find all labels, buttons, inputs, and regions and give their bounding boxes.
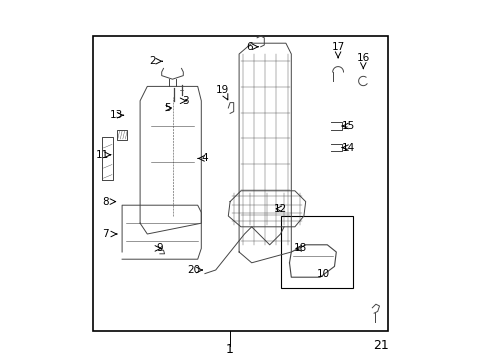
- Text: 12: 12: [273, 204, 286, 214]
- Bar: [93, 36, 387, 331]
- Text: 17: 17: [331, 42, 344, 52]
- Text: 1: 1: [225, 343, 234, 356]
- Text: 13: 13: [110, 110, 123, 120]
- Text: 8: 8: [102, 197, 109, 207]
- Text: 5: 5: [163, 103, 170, 113]
- Text: 14: 14: [342, 143, 355, 153]
- Text: 4: 4: [201, 153, 208, 163]
- Text: 7: 7: [102, 229, 109, 239]
- Text: 2: 2: [149, 56, 156, 66]
- Text: 3: 3: [182, 96, 188, 106]
- Text: 10: 10: [317, 269, 329, 279]
- Bar: [280, 216, 352, 288]
- Text: 19: 19: [216, 85, 229, 95]
- Text: 20: 20: [187, 265, 200, 275]
- Text: 11: 11: [96, 150, 109, 160]
- Text: 21: 21: [373, 339, 388, 352]
- Text: 15: 15: [342, 121, 355, 131]
- Text: 16: 16: [356, 53, 369, 63]
- Text: 18: 18: [293, 243, 306, 253]
- Text: 6: 6: [246, 42, 253, 52]
- Text: 9: 9: [156, 243, 163, 253]
